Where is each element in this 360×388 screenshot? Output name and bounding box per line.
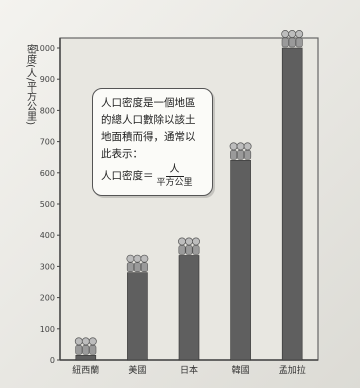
y-axis-label: 密度(人/平方公里) [25, 43, 37, 125]
y-tick-label: 800 [40, 106, 55, 115]
density-formula: 人口密度＝ 人 平方公里 [101, 164, 205, 189]
category-label-4: 孟加拉 [279, 364, 306, 376]
bar-2 [178, 255, 200, 361]
y-tick-label: 300 [40, 262, 55, 271]
y-tick-label: 400 [40, 231, 55, 240]
category-label-2: 日本 [180, 364, 198, 376]
y-tick-label: 600 [40, 169, 55, 178]
formula-numerator: 人 [165, 164, 184, 177]
bar-1 [127, 272, 148, 361]
formula-denominator: 平方公里 [156, 178, 193, 188]
y-tick-label: 900 [40, 75, 55, 84]
bar-4 [281, 47, 303, 361]
category-label-0: 紐西蘭 [72, 364, 99, 376]
people-figures-2 [178, 237, 200, 255]
category-label-1: 美國 [128, 364, 146, 376]
y-tick-label: 700 [40, 138, 55, 147]
y-tick-label: 1000 [35, 44, 55, 53]
y-tick-label: 0 [50, 356, 55, 365]
y-tick-label: 500 [40, 200, 55, 209]
note-line-2: 的總人口數除以該土 [101, 114, 196, 126]
note-line-3: 地面積而得，通常以 [101, 131, 196, 143]
note-line-1: 人口密度是一個地區 [101, 97, 196, 109]
category-label-3: 韓國 [232, 365, 250, 376]
y-tick-label: 100 [40, 325, 55, 334]
y-tick-label: 200 [40, 294, 55, 303]
people-figures-1 [126, 254, 149, 272]
formula-label: 人口密度＝ [101, 170, 154, 182]
formula-fraction: 人 平方公里 [157, 164, 193, 189]
people-figures-3 [229, 142, 252, 160]
note-line-4: 此表示： [101, 148, 143, 160]
people-figures-4 [281, 30, 304, 48]
definition-note: 人口密度是一個地區 的總人口數除以該土 地面積而得，通常以 此表示： 人口密度＝… [92, 88, 213, 196]
bar-3 [230, 160, 251, 361]
people-figures-0 [74, 337, 97, 355]
bar-0 [75, 355, 97, 361]
